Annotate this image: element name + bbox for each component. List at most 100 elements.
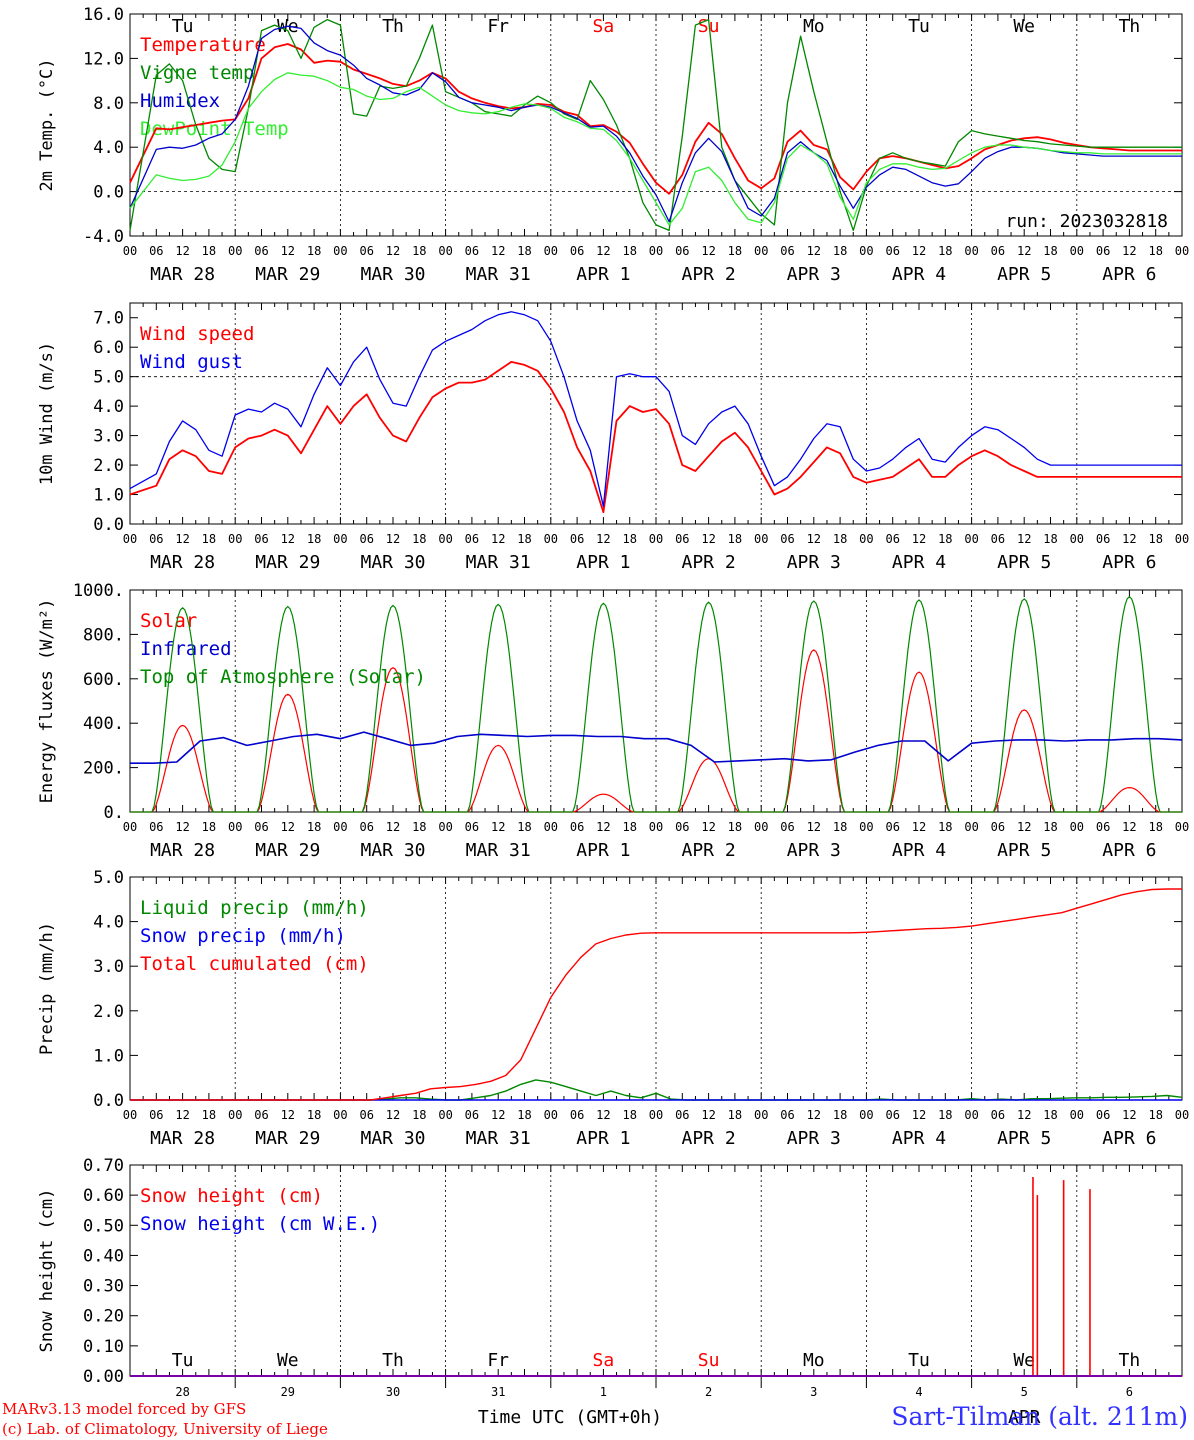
x-tick-label: 06: [780, 1108, 794, 1122]
weekday-label: Mo: [803, 1350, 825, 1371]
x-tick-label: 12: [1122, 820, 1136, 834]
y-tick-label: 0.00: [83, 1367, 124, 1387]
x-tick-label: 18: [307, 820, 321, 834]
x-tick-label: 00: [754, 1108, 768, 1122]
y-axis-label: Precip (mm/h): [37, 922, 57, 1055]
date-number-label: 5: [1021, 1385, 1028, 1399]
x-tick-label: 00: [1070, 820, 1084, 834]
x-tick-label: 12: [701, 1108, 715, 1122]
x-tick-label: 12: [386, 244, 400, 258]
date-label: MAR 28: [150, 552, 215, 573]
series-temperature: [129, 43, 1182, 195]
date-label: APR 4: [892, 264, 946, 285]
date-number-label: 29: [281, 1385, 295, 1399]
x-tick-label: 12: [912, 820, 926, 834]
series-humidex: [129, 25, 1182, 223]
y-tick-label: 5.0: [93, 368, 124, 388]
x-tick-label: 12: [491, 1108, 505, 1122]
legend-series-infrared: Infrared: [140, 638, 232, 660]
y-tick-label: 0.60: [83, 1186, 124, 1206]
weekday-label: We: [1013, 16, 1035, 37]
x-tick-label: 06: [991, 1108, 1005, 1122]
x-tick-label: 00: [123, 244, 137, 258]
x-tick-label: 00: [438, 820, 452, 834]
x-tick-label: 06: [780, 532, 794, 546]
x-tick-label: 00: [544, 532, 558, 546]
x-tick-label: 18: [1043, 532, 1057, 546]
date-label: MAR 29: [255, 840, 320, 861]
y-tick-label: 5.0: [93, 868, 124, 888]
x-tick-label: 12: [912, 244, 926, 258]
date-label: APR 3: [787, 264, 841, 285]
x-tick-label: 12: [386, 1108, 400, 1122]
x-tick-label: 06: [149, 532, 163, 546]
x-tick-label: 06: [1096, 820, 1110, 834]
weekday-label: Th: [1119, 1350, 1141, 1371]
x-tick-label: 12: [491, 532, 505, 546]
y-tick-label: 800.: [83, 625, 124, 645]
x-tick-label: 06: [465, 820, 479, 834]
chart-panel-2: 0.0 1.0 2.0 3.0 4.0 5.0 6.0 7.0 10m Wind (m/s) 00…: [37, 302, 1189, 573]
y-tick-label: 0.70: [83, 1156, 124, 1176]
x-tick-label: 00: [964, 1108, 978, 1122]
x-tick-label: 06: [675, 244, 689, 258]
date-number-label: 1: [600, 1385, 607, 1399]
x-tick-label: 06: [1096, 244, 1110, 258]
series-vigne-temp: [129, 18, 1182, 232]
x-tick-label: 00: [544, 820, 558, 834]
legend-series-snow-height-cm: Snow height (cm): [140, 1185, 323, 1207]
weekday-label: Tu: [172, 16, 194, 37]
x-tick-label: 18: [938, 1108, 952, 1122]
y-axis-label: Energy fluxes (W/m²): [37, 599, 57, 804]
date-number-label: 6: [1126, 1385, 1133, 1399]
date-label: MAR 31: [466, 552, 531, 573]
date-label: MAR 29: [255, 552, 320, 573]
weekday-label: Tu: [172, 1350, 194, 1371]
x-tick-label: 12: [596, 532, 610, 546]
x-tick-label: 12: [807, 244, 821, 258]
x-tick-label: 00: [1175, 820, 1189, 834]
legend-series-vigne-temp: Vigne temp: [140, 62, 254, 84]
x-tick-label: 00: [544, 244, 558, 258]
date-number-label: 3: [810, 1385, 817, 1399]
y-tick-label: 4.0: [93, 397, 124, 417]
legend-series-dewpoint-temp: DewPoint Temp: [140, 118, 289, 140]
date-label: APR 2: [682, 264, 736, 285]
x-tick-label: 06: [991, 820, 1005, 834]
series-wind-gust: [129, 311, 1182, 507]
run-label: run: 2023032818: [1005, 211, 1168, 232]
x-tick-label: 12: [596, 244, 610, 258]
x-tick-label: 12: [1122, 244, 1136, 258]
weekday-label: Th: [382, 1350, 404, 1371]
x-tick-label: 12: [281, 244, 295, 258]
x-tick-label: 18: [202, 1108, 216, 1122]
x-tick-label: 12: [386, 820, 400, 834]
chart-panel-1: -4.0 0.0 4.0 8.0 12.0 16.0 2m Temp. (°C) 00 06 12…: [37, 5, 1189, 285]
x-tick-label: 06: [254, 820, 268, 834]
date-label: MAR 29: [255, 1128, 320, 1149]
x-tick-label: 18: [1148, 820, 1162, 834]
x-tick-label: 18: [833, 820, 847, 834]
x-tick-label: 00: [438, 244, 452, 258]
x-tick-label: 18: [1148, 532, 1162, 546]
x-tick-label: 06: [675, 532, 689, 546]
series-dewpoint-temp: [129, 72, 1182, 226]
x-tick-label: 00: [228, 532, 242, 546]
x-tick-label: 06: [675, 1108, 689, 1122]
x-tick-label: 06: [1096, 1108, 1110, 1122]
x-tick-label: 18: [307, 1108, 321, 1122]
x-tick-label: 12: [281, 532, 295, 546]
x-tick-label: 12: [1017, 820, 1031, 834]
x-tick-label: 00: [1070, 532, 1084, 546]
y-tick-label: 0.20: [83, 1307, 124, 1327]
x-tick-label: 06: [359, 532, 373, 546]
y-tick-label: 0.40: [83, 1246, 124, 1266]
weekday-label: Sa: [593, 1350, 615, 1371]
date-label: APR 3: [787, 552, 841, 573]
x-tick-label: 00: [859, 1108, 873, 1122]
x-tick-label: 06: [780, 244, 794, 258]
x-tick-label: 12: [175, 532, 189, 546]
legend-series-humidex: Humidex: [140, 90, 220, 112]
y-tick-label: 4.0: [93, 913, 124, 933]
x-tick-label: 00: [1070, 244, 1084, 258]
